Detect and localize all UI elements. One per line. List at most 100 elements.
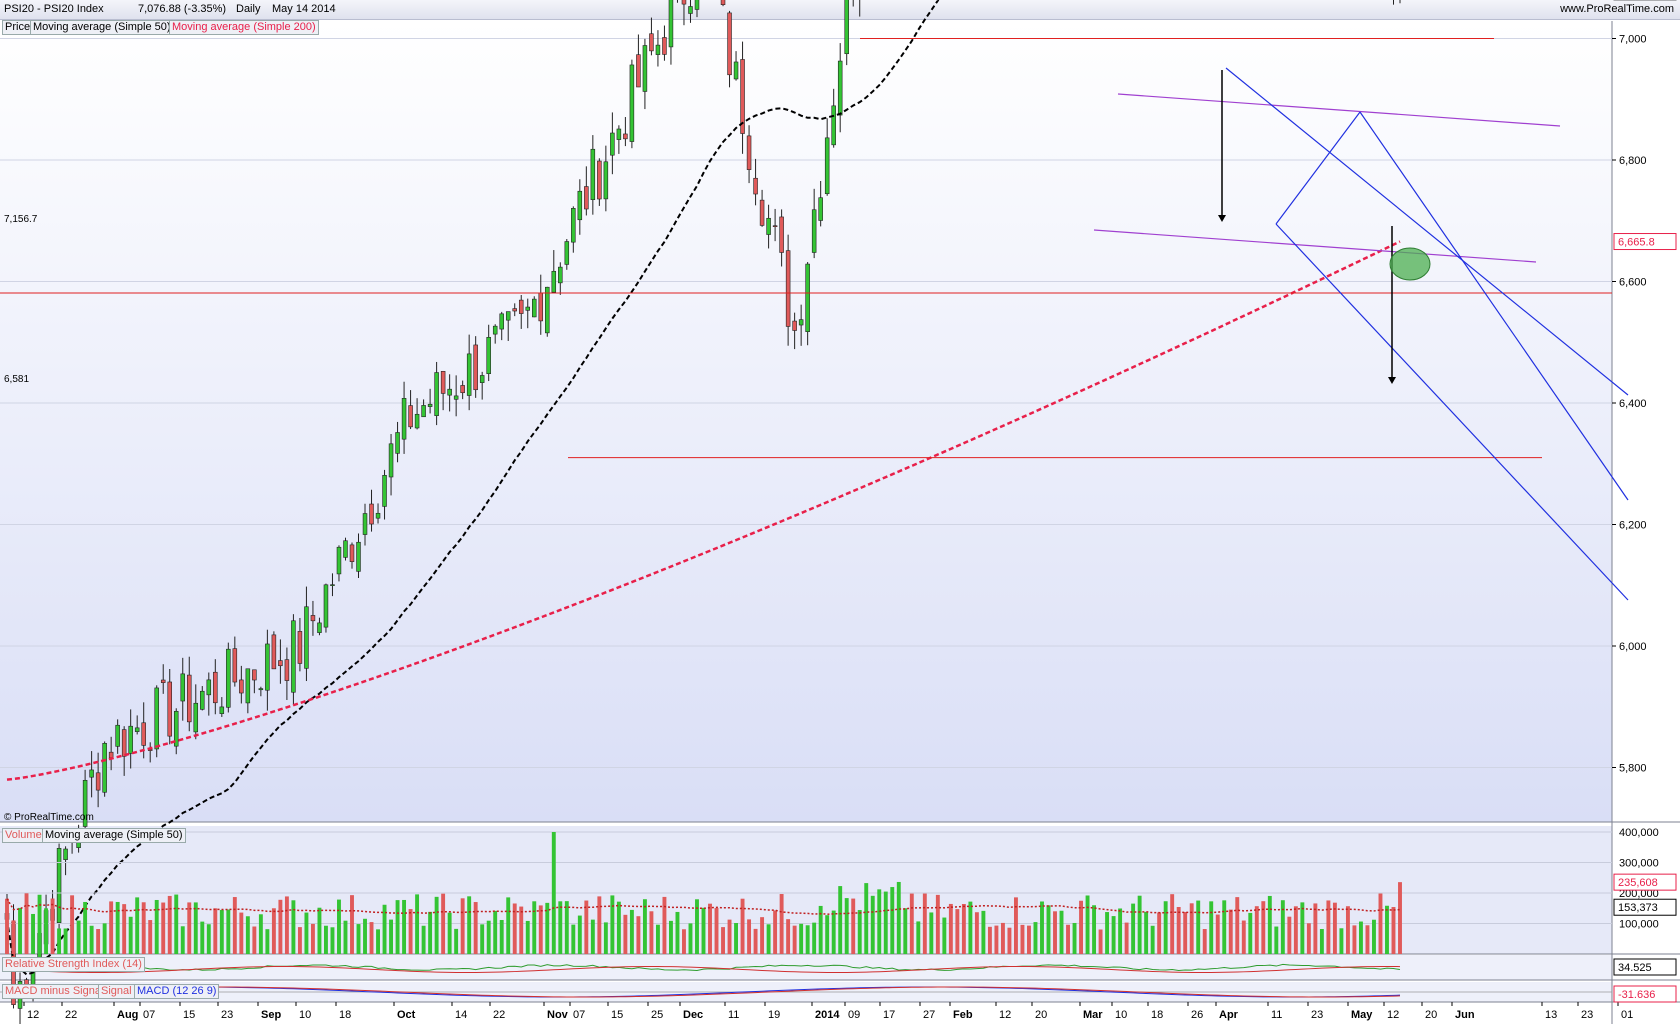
candle-body [753, 177, 758, 195]
candle-body [95, 772, 101, 791]
legend-price[interactable]: Price [2, 20, 34, 35]
candle-body [278, 660, 283, 667]
volume-bar [193, 902, 198, 954]
legend-volume-ma[interactable]: Moving average (Simple 50) [42, 828, 186, 843]
level-label-mid: 6,581 [4, 374, 30, 385]
volume-bar [1398, 882, 1402, 954]
volume-bar [747, 919, 752, 954]
volume-bar [883, 891, 888, 954]
volume-bar [727, 919, 732, 954]
volume-bar [1215, 914, 1220, 954]
volume-bar [480, 924, 485, 954]
volume-bars [5, 832, 1402, 954]
volume-bar [935, 894, 940, 954]
volume-bar [1274, 926, 1279, 954]
candle-body [434, 372, 439, 416]
volume-bar [304, 912, 309, 954]
site-link[interactable]: www.ProRealTime.com [1560, 3, 1674, 15]
legend-macd[interactable]: MACD (12 26 9) [134, 984, 220, 999]
candle-body [466, 353, 472, 396]
candle-body [694, 0, 700, 10]
x-tick-label: 13 [1545, 1009, 1557, 1021]
volume-bar [779, 894, 784, 954]
candle-body [545, 286, 550, 334]
x-tick-label: 20 [1425, 1009, 1437, 1021]
candle-body [63, 848, 68, 860]
volume-bar [1105, 912, 1110, 954]
volume-bar [37, 894, 42, 954]
volume-bar [447, 912, 452, 954]
volume-bar [115, 901, 120, 954]
volume-bar [1040, 901, 1044, 954]
legend-ma50[interactable]: Moving average (Simple 50) [30, 20, 174, 35]
candle-body [226, 648, 231, 708]
volume-bar [284, 896, 289, 954]
legend-rsi[interactable]: Relative Strength Index (14) [2, 957, 145, 972]
volume-bar [1332, 902, 1337, 954]
volume-bar [1287, 916, 1292, 954]
volume-bar [376, 929, 380, 954]
volume-bar [1248, 912, 1253, 954]
x-tick-label: Feb [953, 1009, 973, 1021]
volume-bar [460, 898, 465, 954]
x-tick-label: 18 [339, 1009, 351, 1021]
volume-bar [987, 926, 992, 954]
x-tick-label: 2014 [815, 1009, 840, 1021]
volume-bar [265, 929, 270, 954]
volume-bar [245, 916, 250, 954]
volume-bar [766, 924, 771, 954]
volume-bar [786, 919, 791, 954]
channel-blue-2 [1359, 111, 1629, 501]
candle-body [610, 132, 615, 156]
candle-body [785, 250, 791, 327]
watermark: © ProRealTime.com [4, 812, 94, 823]
x-tick-label: 20 [1035, 1009, 1047, 1021]
x-tick-label: 22 [65, 1009, 77, 1021]
ma200-line [6, 240, 1401, 781]
volume-bar [831, 910, 836, 954]
volume-bar [669, 920, 673, 954]
candle-body [636, 54, 641, 88]
volume-bar [981, 910, 986, 954]
channel-purple-top [1117, 93, 1561, 127]
candle-body [121, 729, 127, 757]
candle-body [297, 631, 303, 664]
volume-bar [154, 899, 159, 954]
volume-bar [1267, 895, 1272, 954]
candle-body [571, 208, 576, 243]
candle-body [499, 313, 504, 330]
volume-bar [545, 902, 550, 954]
volume-bar [597, 896, 602, 954]
volume-bar [1209, 901, 1214, 954]
volume-bar [603, 922, 608, 954]
volume-bar [1111, 916, 1116, 954]
volume-bar [252, 926, 257, 954]
volume-bar [219, 909, 224, 954]
channel-blue-3 [1275, 223, 1629, 601]
legend-ma200[interactable]: Moving average (Simple 200) [169, 20, 319, 35]
volume-bar [434, 896, 439, 954]
y-tick-label: 6,000 [1619, 641, 1647, 653]
volume-bar [232, 897, 237, 954]
legend-volume[interactable]: Volume [2, 828, 45, 843]
x-tick-label: Apr [1219, 1009, 1239, 1021]
legend-macd-hist[interactable]: MACD minus Signal [2, 984, 107, 999]
candle-body [792, 320, 797, 331]
volume-bar [493, 910, 498, 954]
volume-bar [1300, 902, 1305, 954]
volume-bar [415, 894, 420, 954]
x-tick-label: Dec [683, 1009, 703, 1021]
volume-bar [1079, 900, 1083, 954]
volume-bar [512, 903, 517, 954]
channel-blue-1 [1225, 67, 1629, 396]
tag-rsi: 34.525 [1618, 962, 1652, 974]
volume-bar [1085, 895, 1090, 954]
volume-bar [50, 898, 55, 954]
legend-macd-signal[interactable]: Signal [98, 984, 135, 999]
volume-bar [200, 921, 205, 954]
candle-body [629, 64, 635, 142]
x-tick-label: 01 [1621, 1009, 1633, 1021]
channel-blue-diag [1275, 111, 1361, 225]
volume-bar [122, 904, 127, 954]
